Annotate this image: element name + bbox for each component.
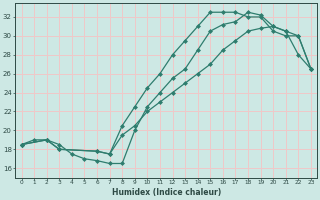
X-axis label: Humidex (Indice chaleur): Humidex (Indice chaleur) [112, 188, 221, 197]
